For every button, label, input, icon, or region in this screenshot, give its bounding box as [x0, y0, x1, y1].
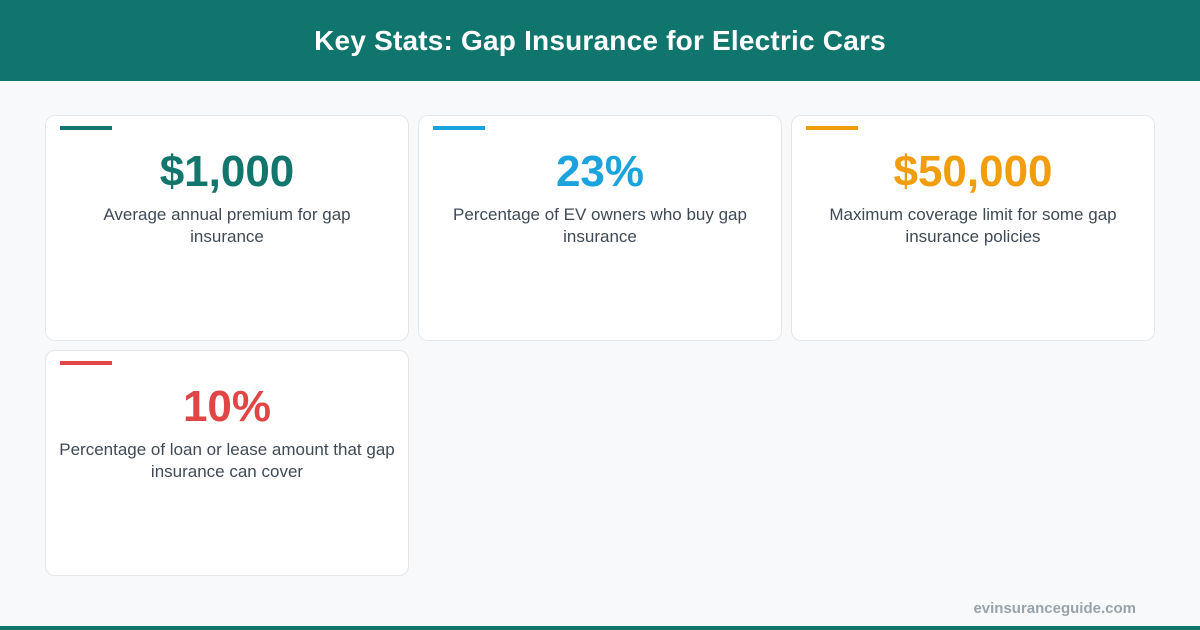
stat-value: $1,000 [159, 147, 295, 196]
stat-description: Maximum coverage limit for some gap insu… [829, 205, 1117, 246]
stat-value: $50,000 [893, 147, 1053, 196]
stat-description: Percentage of EV owners who buy gap insu… [453, 205, 747, 246]
stat-description: Percentage of loan or lease amount that … [59, 440, 395, 481]
stat-card-ev-owners: 23% Percentage of EV owners who buy gap … [418, 115, 782, 341]
stat-card-loan-percentage: 10% Percentage of loan or lease amount t… [45, 350, 409, 576]
stat-description: Average annual premium for gap insurance [103, 205, 351, 246]
stat-value: 23% [555, 147, 645, 196]
bottom-accent-bar [0, 626, 1200, 630]
card-accent-bar [60, 126, 112, 130]
stat-value: 10% [182, 382, 272, 431]
header-banner: Key Stats: Gap Insurance for Electric Ca… [0, 0, 1200, 81]
card-accent-bar [433, 126, 485, 130]
card-accent-bar [806, 126, 858, 130]
page-title: Key Stats: Gap Insurance for Electric Ca… [314, 24, 886, 56]
card-accent-bar [60, 361, 112, 365]
site-watermark: evinsuranceguide.com [973, 600, 1136, 617]
stat-card-coverage-limit: $50,000 Maximum coverage limit for some … [791, 115, 1155, 341]
stat-card-premium: $1,000 Average annual premium for gap in… [45, 115, 409, 341]
